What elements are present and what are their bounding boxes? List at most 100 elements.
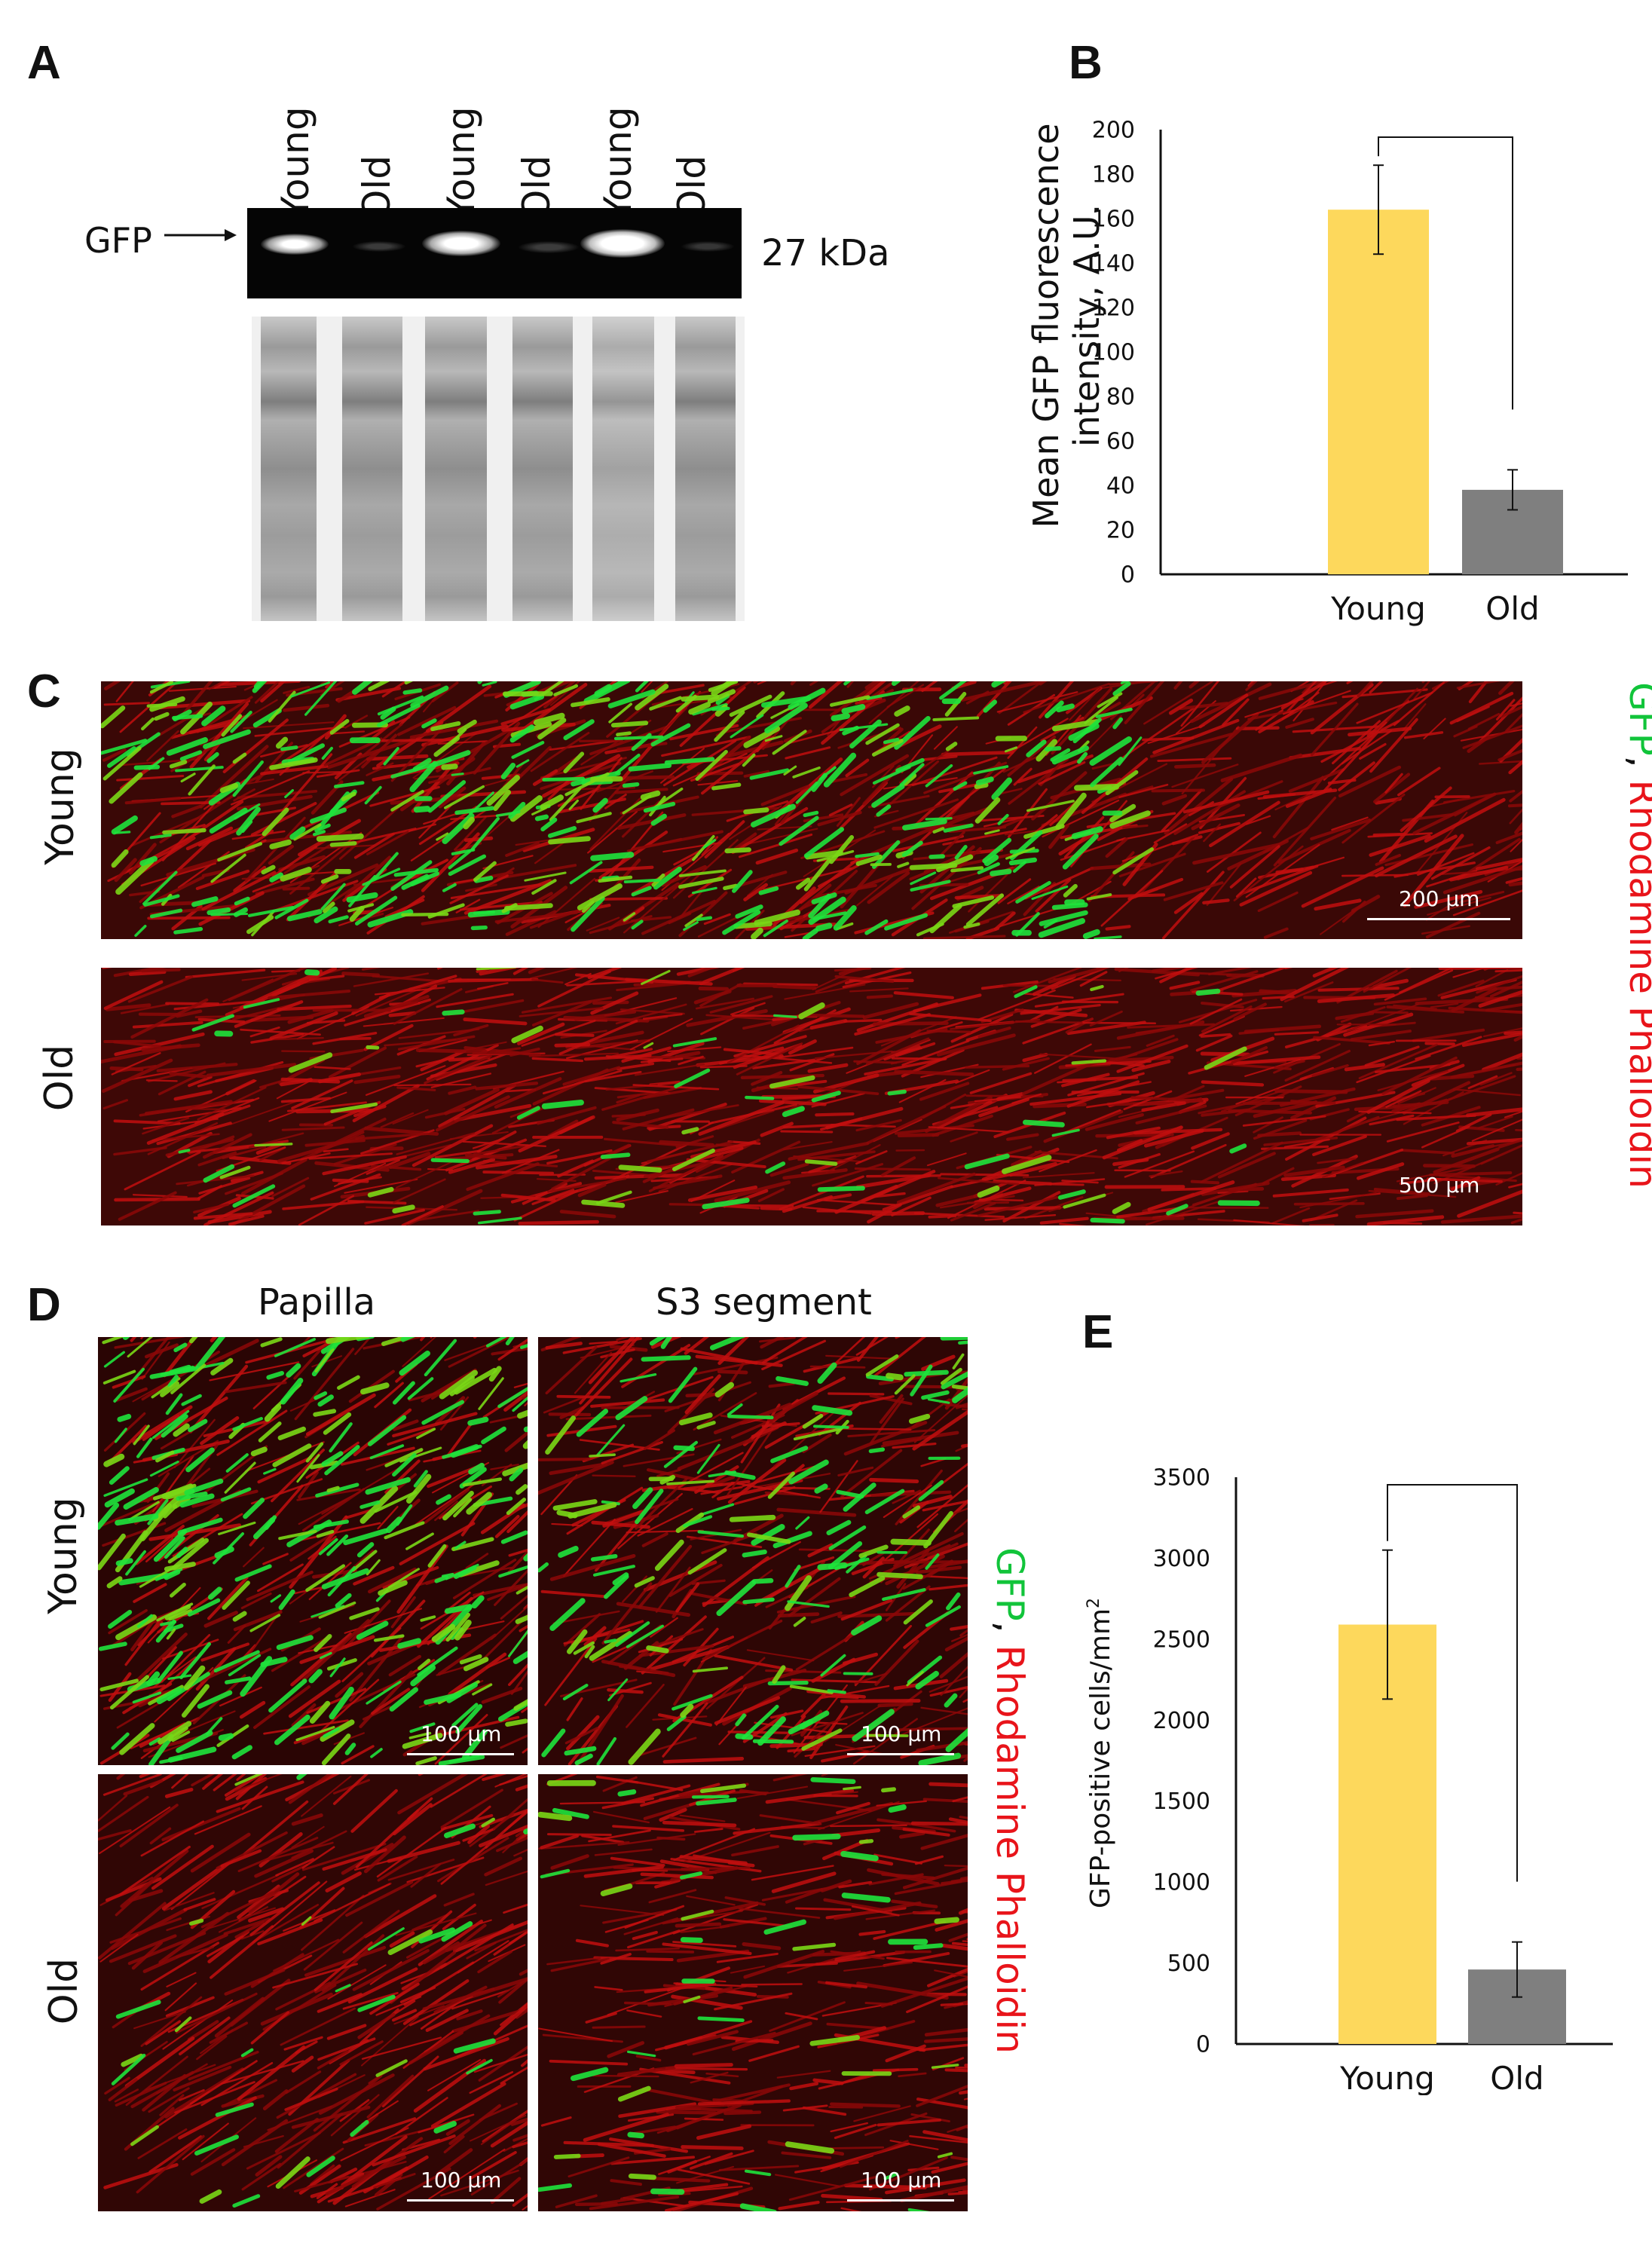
tissue-fiber	[369, 1982, 420, 2015]
gfp-signal	[356, 1542, 375, 1558]
tissue-fiber	[395, 1912, 477, 1936]
tissue-fiber	[916, 1484, 968, 1528]
tissue-fiber	[1369, 681, 1384, 694]
tissue-fiber	[948, 1932, 968, 1942]
tissue-fiber	[1421, 925, 1470, 935]
tissue-fiber	[1272, 1188, 1349, 1198]
tissue-fiber	[431, 681, 459, 702]
tissue-fiber	[337, 1550, 375, 1582]
tissue-fiber	[776, 2070, 831, 2079]
tissue-fiber	[531, 1189, 575, 1205]
tissue-fiber	[396, 1158, 458, 1189]
gfp-signal	[1051, 902, 1088, 910]
tissue-fiber	[610, 2179, 642, 2186]
tissue-fiber	[1151, 788, 1205, 793]
gfp-signal	[199, 2189, 222, 2204]
scale-bar-label: 100 µm	[421, 2168, 502, 2192]
tissue-fiber	[795, 1628, 864, 1671]
gfp-signal	[925, 764, 953, 788]
tissue-fiber	[1152, 968, 1188, 973]
gfp-signal	[209, 807, 248, 834]
tissue-fiber	[289, 1531, 337, 1562]
tissue-fiber	[871, 1211, 925, 1216]
gfp-signal	[326, 1534, 349, 1556]
tissue-fiber	[1253, 1116, 1283, 1134]
tissue-fiber	[610, 2156, 696, 2165]
tissue-fiber	[198, 1177, 251, 1195]
tissue-fiber	[164, 1982, 197, 2012]
gfp-signal	[531, 879, 557, 895]
tissue-fiber	[378, 975, 457, 999]
gfp-signal	[683, 1995, 701, 2003]
tissue-fiber	[601, 1582, 653, 1645]
tissue-fiber	[237, 1837, 319, 1872]
tissue-fiber	[1499, 738, 1522, 763]
y-tick-label: 180	[1092, 162, 1135, 188]
y-tick-label: 500	[1167, 1951, 1210, 1977]
tissue-fiber	[125, 2055, 188, 2107]
gfp-signal	[444, 785, 485, 809]
gfp-signal	[765, 1161, 786, 1174]
tissue-fiber	[1232, 1055, 1321, 1066]
tissue-fiber	[503, 1903, 528, 1914]
tissue-fiber	[1374, 834, 1458, 878]
tissue-fiber	[252, 1685, 311, 1730]
gfp-signal	[711, 782, 742, 791]
tissue-fiber	[1426, 1177, 1503, 1183]
gfp-signal	[940, 1367, 962, 1385]
tissue-fiber	[630, 916, 672, 923]
tissue-fiber	[672, 1635, 735, 1663]
tissue-fiber	[811, 1092, 865, 1108]
tissue-fiber	[954, 894, 1005, 900]
gfp-signal	[327, 1566, 356, 1597]
tissue-fiber	[389, 1152, 431, 1169]
gfp-signal	[321, 746, 333, 760]
gfp-signal	[449, 1375, 475, 1397]
y-tick-label: 200	[1092, 118, 1135, 144]
gfp-signal	[735, 1713, 747, 1727]
tissue-fiber	[974, 1096, 1022, 1103]
tissue-fiber	[241, 1785, 268, 1810]
category-label: Young	[1330, 590, 1426, 627]
tissue-fiber	[944, 2068, 968, 2073]
gfp-signal	[318, 1538, 338, 1556]
tissue-fiber	[545, 1342, 583, 1350]
tissue-fiber	[445, 2119, 470, 2136]
gfp-signal	[727, 1414, 774, 1420]
tissue-fiber	[894, 1880, 962, 1896]
gfp-signal	[409, 1722, 436, 1733]
tissue-fiber	[740, 1073, 824, 1079]
tissue-fiber	[873, 1337, 926, 1377]
gfp-signal	[702, 1198, 750, 1210]
tissue-fiber	[120, 1003, 170, 1014]
tissue-fiber	[1437, 979, 1485, 997]
tissue-fiber	[738, 1907, 821, 1919]
gfp-band-label: GFP	[84, 220, 152, 261]
tissue-fiber	[254, 1849, 314, 1878]
gfp-signal	[387, 1929, 433, 1955]
tissue-fiber	[291, 1825, 325, 1849]
tissue-fiber	[430, 2082, 506, 2128]
tissue-fiber	[869, 1477, 919, 1484]
lane-label: Old	[515, 155, 558, 219]
tissue-fiber	[950, 1131, 978, 1143]
tissue-fiber	[142, 1415, 180, 1442]
tissue-fiber	[1477, 1115, 1513, 1129]
tissue-fiber	[105, 1003, 151, 1011]
gfp-signal	[811, 1091, 841, 1103]
gfp-signal	[688, 702, 711, 715]
tissue-fiber	[659, 1807, 687, 1822]
gfp-signal	[218, 1733, 234, 1741]
tissue-fiber	[881, 1872, 935, 1880]
tissue-fiber	[870, 824, 941, 856]
tissue-fiber	[275, 1981, 332, 2011]
tissue-fiber	[771, 1871, 837, 1893]
tissue-fiber	[200, 1891, 274, 1929]
gfp-signal	[855, 852, 880, 858]
tissue-fiber	[531, 1057, 583, 1063]
gfp-signal	[1063, 883, 1078, 898]
tissue-fiber	[252, 880, 283, 893]
tissue-fiber	[601, 1660, 676, 1678]
gfp-signal	[408, 1731, 432, 1740]
tissue-fiber	[929, 1685, 968, 1697]
